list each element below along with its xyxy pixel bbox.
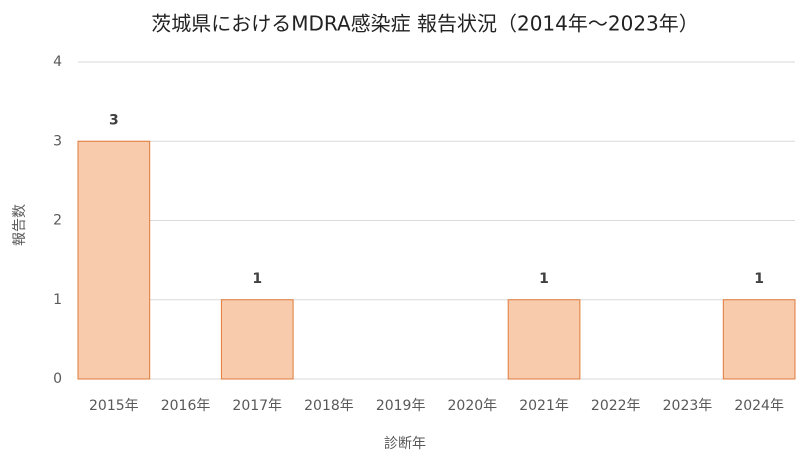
bar bbox=[77, 140, 151, 380]
x-tick-label: 2019年 bbox=[376, 398, 426, 414]
x-tick-label: 2020年 bbox=[448, 398, 498, 414]
x-tick-label: 2024年 bbox=[734, 398, 784, 414]
x-tick-label: 2021年 bbox=[519, 398, 569, 414]
y-tick-label: 3 bbox=[53, 133, 62, 149]
value-label: 1 bbox=[754, 271, 764, 287]
bar bbox=[507, 299, 581, 380]
value-label: 1 bbox=[252, 271, 262, 287]
x-tick-label: 2018年 bbox=[304, 398, 354, 414]
y-tick-label: 2 bbox=[53, 213, 62, 229]
x-tick-label: 2023年 bbox=[663, 398, 713, 414]
y-tick-label: 1 bbox=[53, 292, 62, 308]
y-tick-label: 4 bbox=[53, 54, 62, 70]
y-tick-label: 0 bbox=[53, 371, 62, 387]
value-label: 1 bbox=[539, 271, 549, 287]
bar bbox=[722, 299, 796, 380]
x-tick-label: 2016年 bbox=[161, 398, 211, 414]
x-tick-label: 2017年 bbox=[232, 398, 282, 414]
chart-title: 茨城県におけるMDRA感染症 報告状況（2014年～2023年） bbox=[151, 12, 699, 36]
x-tick-label: 2022年 bbox=[591, 398, 641, 414]
x-axis-title: 診断年 bbox=[384, 436, 426, 452]
x-tick-label: 2015年 bbox=[89, 398, 139, 414]
bar bbox=[220, 299, 294, 380]
value-label: 3 bbox=[109, 112, 119, 128]
y-axis-title: 報告数 bbox=[12, 204, 28, 246]
